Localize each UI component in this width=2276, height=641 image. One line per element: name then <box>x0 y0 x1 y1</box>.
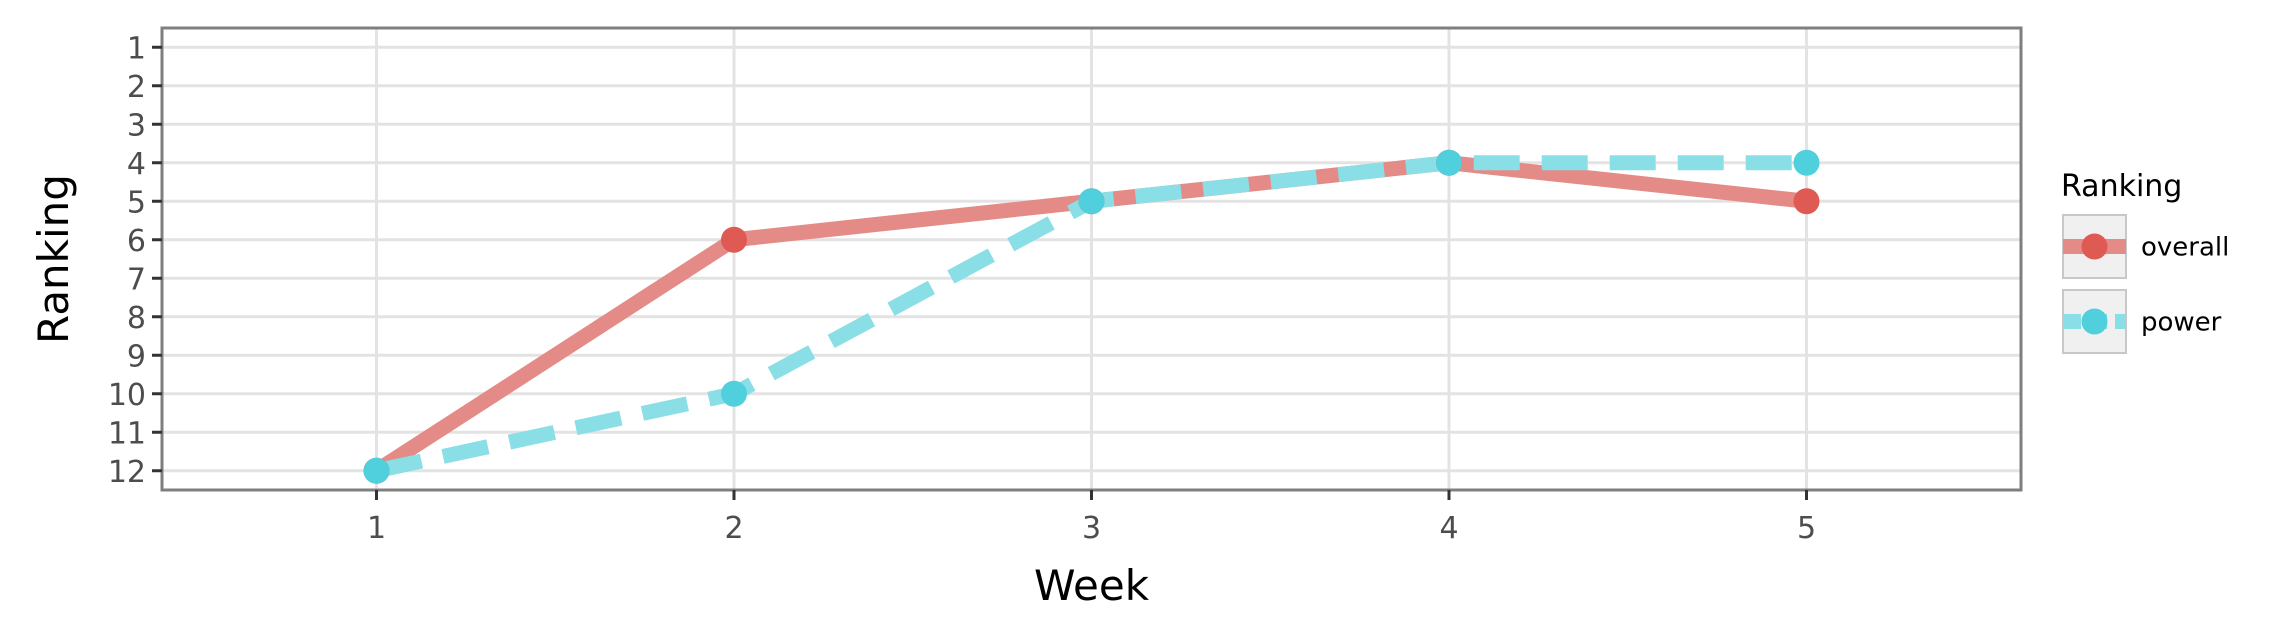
x-tick-label: 3 <box>1082 511 1101 546</box>
y-tick-label: 4 <box>127 147 146 182</box>
y-tick-label: 6 <box>127 224 146 259</box>
legend-label-overall: overall <box>2141 233 2229 263</box>
legend-label-power: power <box>2141 308 2222 338</box>
y-tick-label: 8 <box>127 301 146 336</box>
x-tick-label: 1 <box>367 511 386 546</box>
x-tick-label: 2 <box>724 511 743 546</box>
legend-title: Ranking <box>2061 169 2182 204</box>
y-tick-label: 10 <box>108 378 146 413</box>
data-point-overall <box>1793 188 1820 215</box>
y-tick-label: 1 <box>127 31 146 66</box>
data-point-power <box>363 457 390 484</box>
y-tick-label: 3 <box>127 108 146 143</box>
legend-key-point-power <box>2081 308 2108 335</box>
y-tick-label: 12 <box>108 455 146 490</box>
series-layer <box>363 149 1820 484</box>
data-point-power <box>1793 149 1820 176</box>
legend-key-point-overall <box>2081 233 2108 260</box>
y-axis-title: Ranking <box>29 174 78 344</box>
y-tick-label: 7 <box>127 262 146 297</box>
y-tick-label: 11 <box>108 416 146 451</box>
data-point-overall <box>721 226 747 253</box>
y-tick-label: 5 <box>127 185 146 220</box>
x-tick-label: 5 <box>1797 511 1816 546</box>
data-point-power <box>721 380 747 407</box>
x-axis-title: Week <box>1034 561 1150 610</box>
y-tick-label: 2 <box>127 70 146 105</box>
data-point-power <box>1078 188 1105 215</box>
x-tick-label: 4 <box>1439 511 1458 546</box>
legend: Ranking overall power <box>2061 169 2229 354</box>
data-point-power <box>1436 149 1462 176</box>
y-tick-label: 9 <box>127 339 146 374</box>
